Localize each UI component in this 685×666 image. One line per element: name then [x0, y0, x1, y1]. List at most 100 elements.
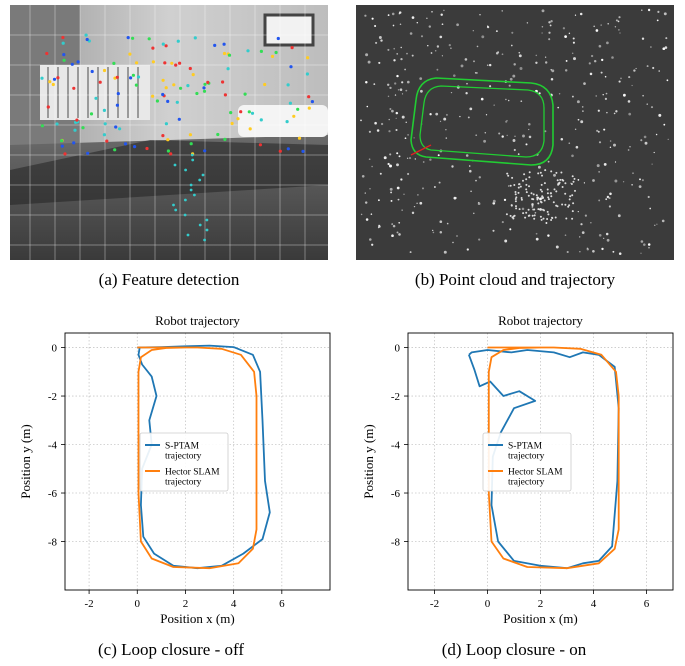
feature-point — [189, 183, 193, 187]
cloud-point — [406, 80, 410, 84]
cloud-point — [614, 26, 617, 28]
sofa — [238, 105, 328, 137]
cloud-point — [537, 172, 540, 175]
cloud-point — [541, 190, 543, 193]
cloud-point — [395, 117, 397, 120]
cloud-point — [605, 198, 608, 201]
cloud-point — [573, 177, 576, 180]
cloud-point — [618, 252, 622, 255]
cloud-point — [509, 184, 512, 187]
cloud-point — [364, 192, 366, 194]
cloud-point — [600, 71, 603, 74]
x-tick-label: 4 — [231, 598, 237, 610]
cloud-point — [397, 88, 400, 91]
cloud-point — [527, 194, 530, 197]
cloud-point — [387, 83, 390, 87]
feature-point — [115, 75, 119, 79]
cloud-point — [618, 16, 621, 19]
cloud-point — [534, 211, 537, 214]
cloud-point — [377, 226, 380, 229]
y-axis-label: Position y (m) — [18, 424, 33, 498]
feature-point — [166, 138, 170, 142]
cloud-point — [553, 173, 556, 177]
cloud-point — [379, 172, 382, 175]
feature-point — [186, 84, 190, 88]
cloud-point — [597, 109, 600, 112]
cloud-point — [466, 248, 469, 251]
feature-point — [189, 188, 193, 192]
cloud-point — [667, 138, 669, 140]
cloud-point — [641, 37, 645, 40]
cloud-point — [598, 171, 600, 173]
cloud-point — [395, 111, 399, 115]
feature-point — [126, 36, 130, 40]
feature-point — [134, 83, 138, 87]
cloud-point — [556, 205, 559, 208]
cloud-point — [573, 57, 576, 61]
x-tick-label: 2 — [183, 598, 189, 610]
cloud-points — [360, 8, 669, 255]
cloud-point — [464, 58, 468, 61]
cloud-point — [371, 17, 374, 20]
cloud-point — [590, 54, 594, 58]
cloud-point — [541, 9, 545, 13]
cloud-point — [459, 115, 461, 118]
cloud-point — [558, 181, 561, 184]
cloud-point — [535, 237, 539, 241]
feature-point — [84, 33, 88, 37]
cloud-point — [413, 137, 415, 139]
x-tick-label: 6 — [644, 598, 650, 610]
cloud-point — [406, 157, 409, 159]
feature-point — [276, 36, 280, 41]
x-axis-label: Position x (m) — [160, 611, 234, 626]
feature-point — [61, 35, 65, 40]
feature-point — [161, 134, 165, 138]
cloud-point — [509, 214, 512, 217]
cloud-point — [603, 162, 607, 166]
cloud-point — [646, 103, 648, 105]
cloud-point — [609, 140, 612, 142]
cloud-point — [360, 213, 363, 216]
cloud-point — [557, 106, 560, 109]
cloud-point — [514, 200, 517, 203]
cloud-point — [468, 165, 471, 167]
cloud-point — [558, 93, 561, 95]
cloud-point — [400, 178, 403, 181]
cloud-point — [592, 179, 595, 182]
feature-point — [229, 111, 233, 115]
cloud-point — [525, 183, 528, 186]
cloud-point — [511, 31, 514, 34]
cloud-point — [378, 224, 380, 227]
cloud-point — [619, 32, 621, 34]
cloud-point — [543, 209, 545, 212]
cloud-point — [401, 93, 404, 95]
feature-point — [173, 163, 177, 167]
cloud-point — [387, 95, 390, 98]
feature-point — [136, 75, 141, 79]
cloud-point — [467, 116, 470, 119]
hector-slam-trajectory-line — [137, 346, 258, 570]
cloud-point — [640, 252, 642, 254]
cloud-point — [421, 187, 425, 190]
cloud-point — [532, 193, 535, 196]
cloud-point — [550, 77, 554, 81]
feature-point — [286, 83, 290, 87]
cloud-point — [550, 219, 553, 221]
cloud-point — [580, 120, 584, 124]
feature-point — [186, 233, 190, 237]
cloud-point — [561, 186, 564, 188]
feature-point — [85, 37, 89, 42]
cloud-point — [469, 169, 472, 173]
cloud-point — [429, 158, 432, 161]
cloud-point — [544, 130, 547, 133]
cloud-point — [577, 118, 580, 121]
feature-point — [221, 80, 225, 84]
cloud-point — [409, 251, 412, 254]
cloud-point — [598, 233, 602, 237]
cloud-point — [531, 214, 534, 217]
cloud-point — [539, 188, 542, 191]
cloud-point — [562, 27, 566, 30]
cloud-point — [631, 183, 633, 186]
cloud-point — [433, 186, 436, 188]
cloud-point — [486, 64, 489, 66]
